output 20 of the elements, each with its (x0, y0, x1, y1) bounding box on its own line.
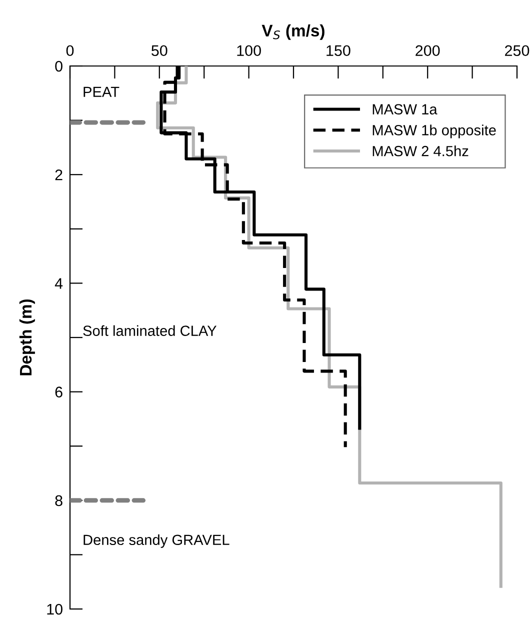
y-tick-label: 4 (54, 278, 63, 289)
annotation: Dense sandy GRAVEL (84, 534, 230, 548)
legend-label: MASW 2 4.5hz (372, 146, 468, 156)
y-tick-label: 2 (55, 169, 62, 180)
legend-label: MASW 1a (372, 104, 438, 114)
y-axis-title: Depth (m) (19, 299, 35, 376)
y-tick-label: 10 (47, 604, 62, 615)
legend-label: MASW 1b opposite (372, 124, 496, 138)
x-tick-label: 0 (66, 45, 74, 56)
x-axis-title: V$_{S}$ (m/s) (262, 24, 324, 40)
x-tick-label: 150 (326, 45, 350, 56)
y-tick-label: 8 (55, 495, 62, 506)
x-tick-label: 100 (237, 45, 261, 56)
y-tick-label: 0 (55, 60, 62, 72)
x-tick-label: 250 (505, 45, 530, 56)
x-tick-label: 200 (416, 45, 440, 56)
annotation: Soft laminated CLAY (83, 325, 216, 336)
annotation: PEAT (84, 86, 120, 97)
y-tick-label: 6 (55, 386, 62, 398)
x-tick-label: 50 (152, 45, 168, 56)
